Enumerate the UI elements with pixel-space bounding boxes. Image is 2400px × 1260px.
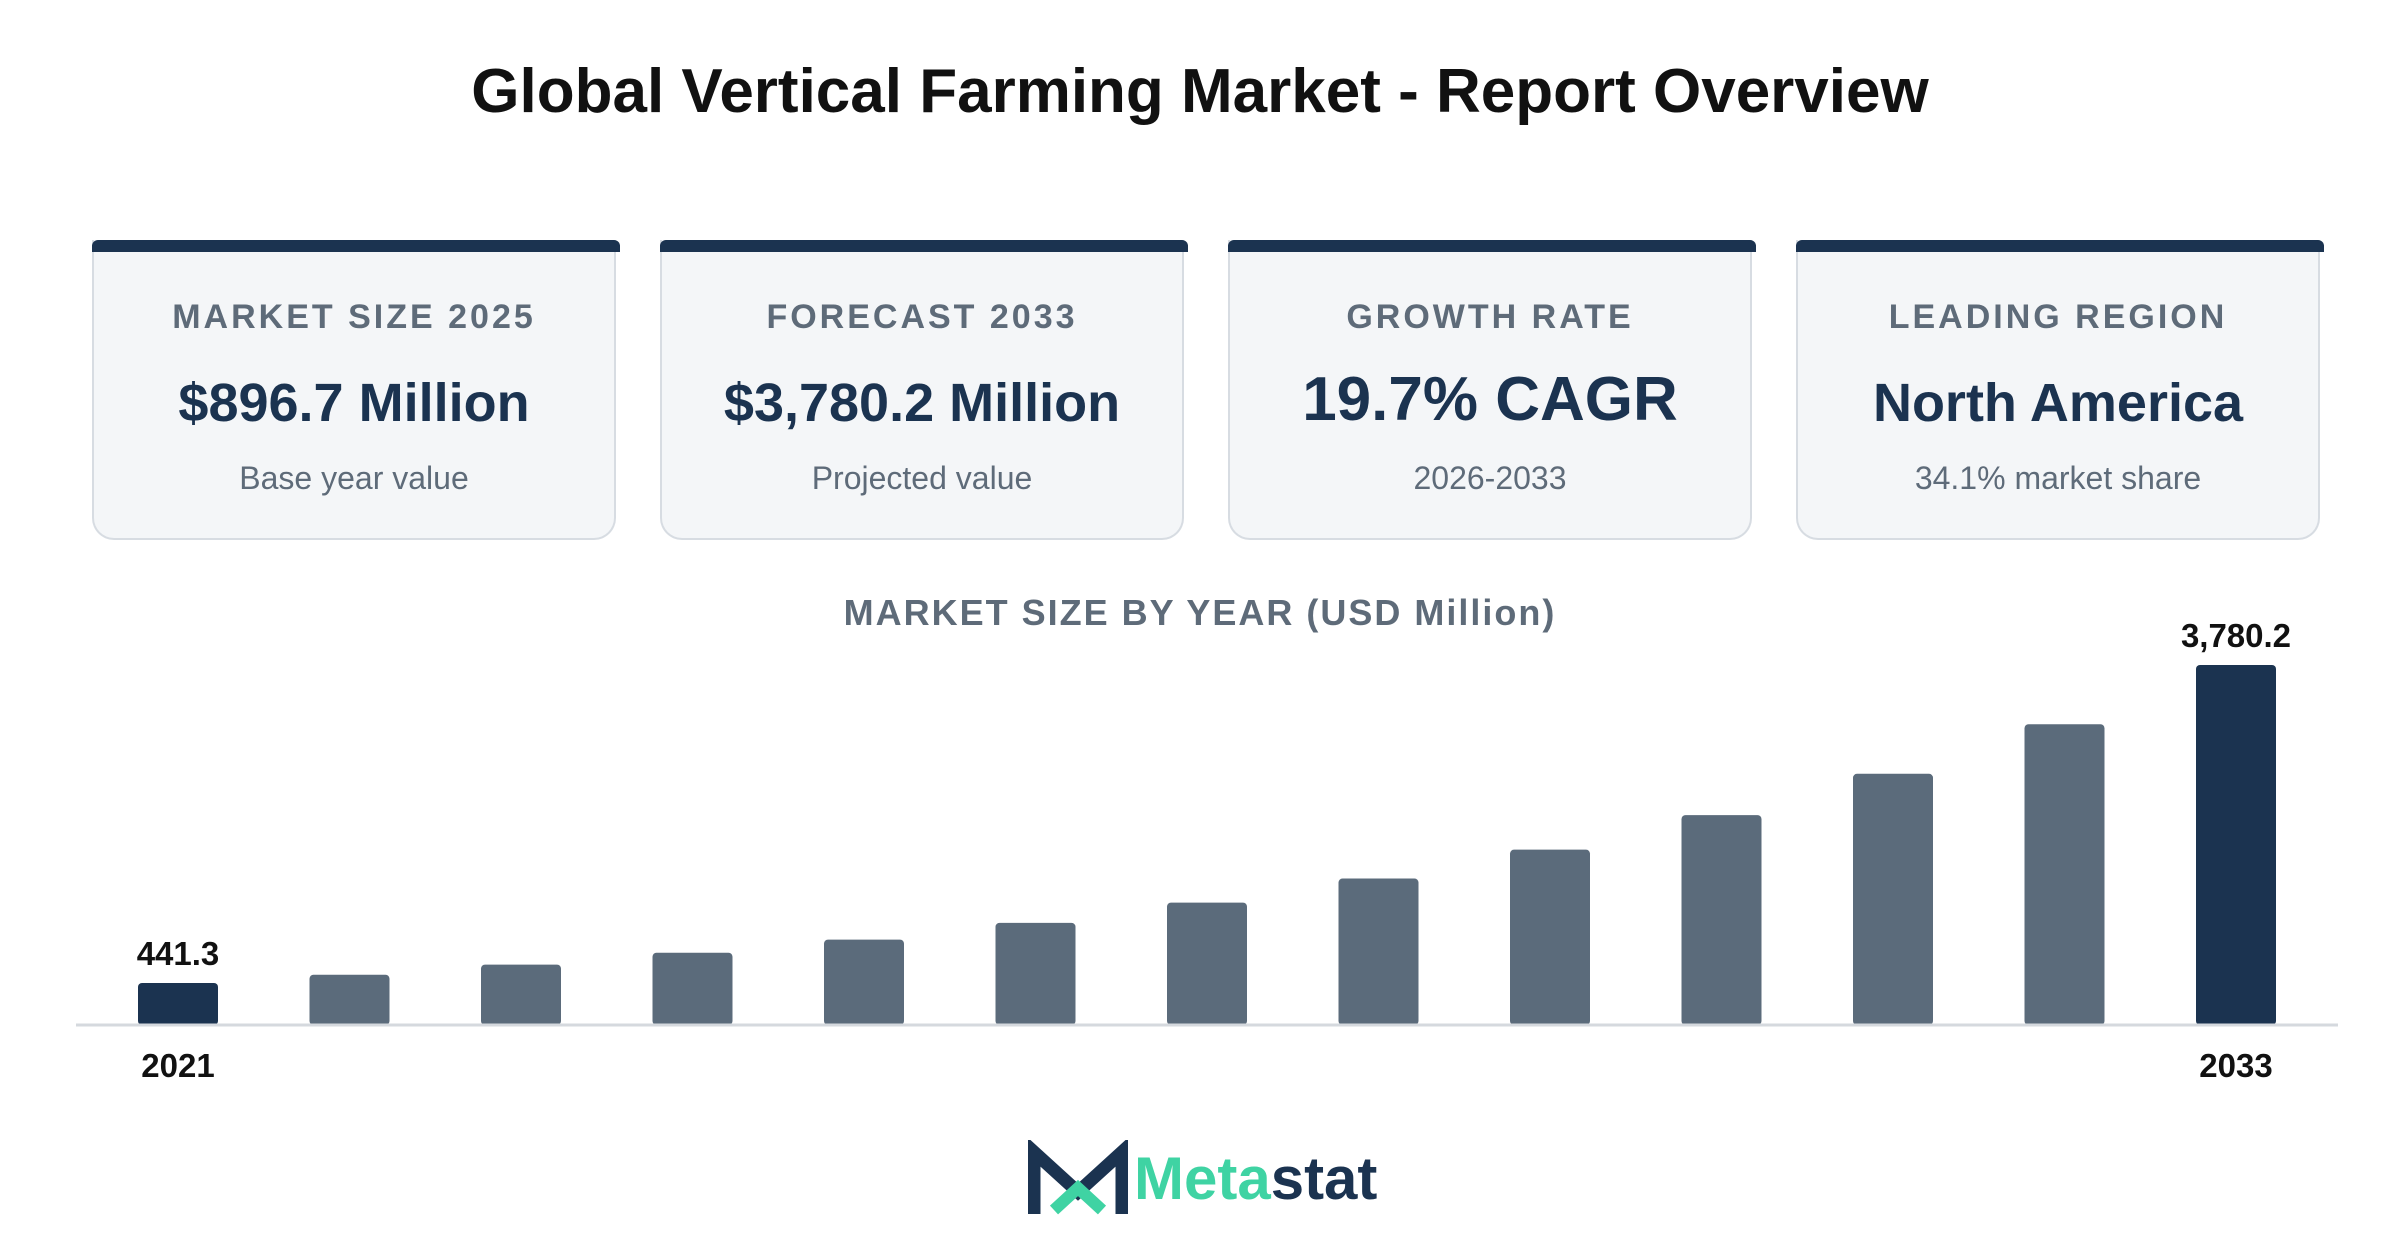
bar-2029 [1510,849,1590,1025]
card-accent-bar [1228,240,1756,252]
bar-2024 [652,952,733,1025]
card-subtext: 2026-2033 [1413,460,1567,496]
bar-series [138,665,2276,1025]
bar-2021 [138,982,218,1025]
logo-text-stat: stat [1270,1145,1378,1212]
bar-2027 [1167,902,1247,1025]
card-value: North America [1872,373,2244,433]
card-accent-bar [92,240,620,252]
bar-2033 [2196,665,2276,1025]
x-tick-label-2021: 2021 [141,1047,214,1084]
card-market-size: MARKET SIZE 2025 $896.7 Million Base yea… [92,240,620,540]
card-subtext: 34.1% market share [1914,460,2202,496]
card-value: $3,780.2 Million [723,373,1121,433]
metastat-m-logo-icon [1028,1140,1128,1215]
card-accent-bar [1796,240,2324,252]
card-label: GROWTH RATE [1346,298,1634,336]
card-label: FORECAST 2033 [766,298,1078,336]
card-forecast: FORECAST 2033 $3,780.2 Million Projected… [660,240,1188,540]
card-accent-bar [660,240,1188,252]
card-value: 19.7% CAGR [1302,365,1678,434]
bar-2030 [1681,815,1762,1025]
card-value: $896.7 Million [178,373,530,433]
bar-2026 [995,922,1076,1025]
logo-text-meta: Meta [1134,1145,1271,1212]
bar-2032 [2024,724,2105,1025]
page-title: Global Vertical Farming Market - Report … [471,57,1929,126]
card-subtext: Projected value [811,460,1033,496]
metastat-wordmark: Metastat [1134,1144,1377,1214]
bar-2023 [481,964,561,1025]
data-label-first: 441.3 [137,935,220,972]
metastat-logo: Metastat [1028,1140,1388,1220]
card-subtext: Base year value [239,460,469,496]
bar-2025 [824,939,904,1025]
card-label: LEADING REGION [1888,298,2228,336]
card-leading-region: LEADING REGION North America 34.1% marke… [1796,240,2324,540]
bar-2031 [1853,773,1933,1025]
chart-title: MARKET SIZE BY YEAR (USD Million) [843,592,1557,633]
card-growth-rate: GROWTH RATE 19.7% CAGR 2026-2033 [1228,240,1756,540]
bar-2028 [1338,878,1419,1025]
card-label: MARKET SIZE 2025 [172,298,536,336]
bar-2022 [309,974,390,1025]
x-tick-label-2033: 2033 [2199,1047,2272,1084]
